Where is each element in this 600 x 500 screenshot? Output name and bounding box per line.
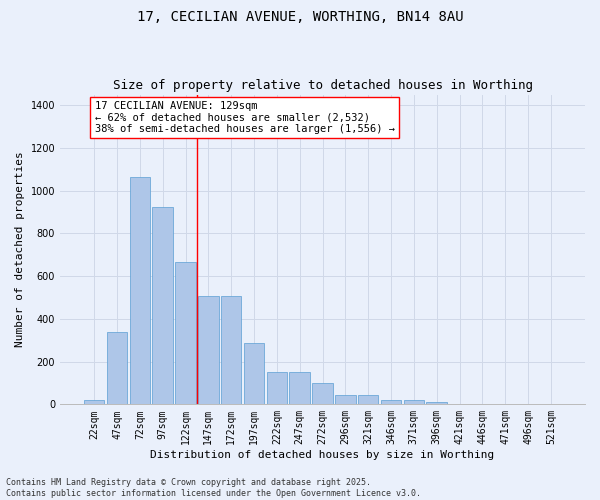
Title: Size of property relative to detached houses in Worthing: Size of property relative to detached ho… bbox=[113, 79, 533, 92]
Text: 17, CECILIAN AVENUE, WORTHING, BN14 8AU: 17, CECILIAN AVENUE, WORTHING, BN14 8AU bbox=[137, 10, 463, 24]
Text: 17 CECILIAN AVENUE: 129sqm
← 62% of detached houses are smaller (2,532)
38% of s: 17 CECILIAN AVENUE: 129sqm ← 62% of deta… bbox=[95, 101, 395, 134]
Y-axis label: Number of detached properties: Number of detached properties bbox=[15, 152, 25, 348]
Bar bbox=[152, 206, 173, 404]
Bar bbox=[130, 177, 150, 404]
Bar bbox=[404, 400, 424, 404]
Bar bbox=[381, 400, 401, 404]
Bar bbox=[175, 262, 196, 404]
Bar bbox=[107, 332, 127, 404]
Bar bbox=[289, 372, 310, 404]
Bar bbox=[84, 400, 104, 404]
Bar bbox=[244, 344, 264, 404]
Bar bbox=[266, 372, 287, 404]
Bar bbox=[312, 383, 333, 404]
Bar bbox=[358, 394, 379, 404]
Text: Contains HM Land Registry data © Crown copyright and database right 2025.
Contai: Contains HM Land Registry data © Crown c… bbox=[6, 478, 421, 498]
X-axis label: Distribution of detached houses by size in Worthing: Distribution of detached houses by size … bbox=[151, 450, 494, 460]
Bar bbox=[198, 296, 218, 405]
Bar bbox=[427, 402, 447, 404]
Bar bbox=[221, 296, 241, 405]
Bar bbox=[335, 394, 356, 404]
